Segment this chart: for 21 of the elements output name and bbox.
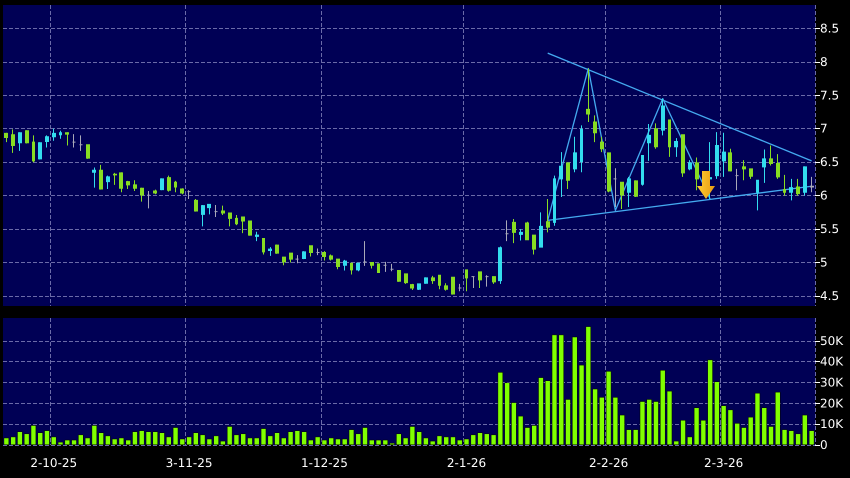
y-tick-label: 6.5 xyxy=(820,155,840,170)
y-tick-label: 4.5 xyxy=(820,288,840,303)
x-tick-label: 2-2-26 xyxy=(589,456,628,470)
y-tick-label: 7 xyxy=(820,122,828,136)
y-tick-label: 6 xyxy=(820,188,828,203)
y-tick-label: 0 xyxy=(820,438,828,452)
y-tick-label: 50K xyxy=(820,334,844,348)
y-tick-label: 8.5 xyxy=(820,21,840,36)
x-tick-label: 3-11-25 xyxy=(166,456,213,470)
y-tick-label: 40K xyxy=(820,354,844,369)
y-tick-label: 5.5 xyxy=(820,222,840,236)
x-tick-label: 2-1-26 xyxy=(446,456,486,470)
y-tick-label: 8 xyxy=(820,54,828,69)
x-tick-label: 2-3-26 xyxy=(704,456,744,470)
y-tick-label: 20K xyxy=(820,396,844,410)
x-tick-label: 2-10-25 xyxy=(30,456,78,470)
y-tick-label: 5 xyxy=(820,256,828,270)
y-tick-label: 7.5 xyxy=(820,88,840,102)
y-tick-label: 10K xyxy=(820,417,844,432)
x-tick-label: 1-12-25 xyxy=(300,456,348,470)
y-tick-label: 30K xyxy=(820,376,844,390)
